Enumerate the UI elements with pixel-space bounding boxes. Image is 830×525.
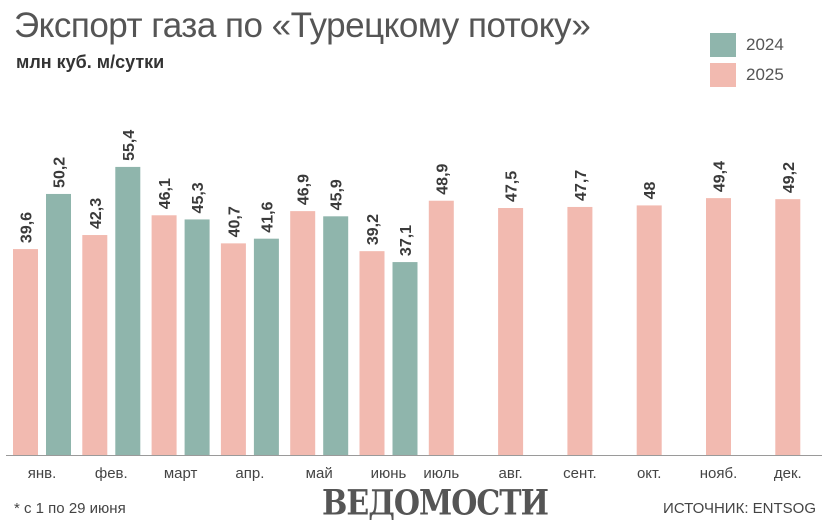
bar-2024-9-label: 48: [642, 182, 659, 200]
x-tick-label-8: сент.: [563, 465, 597, 482]
chart-title: Экспорт газа по «Турецкому потоку»: [14, 6, 591, 45]
x-tick-label-4: май: [306, 465, 333, 482]
x-tick-label-9: окт.: [637, 465, 661, 482]
footnote: * с 1 по 29 июня: [14, 500, 126, 517]
bar-2024-1: [115, 166, 141, 456]
x-tick-label-1: фев.: [95, 465, 128, 482]
bar-2025-3-label: 40,7: [226, 206, 243, 237]
bar-2024-1-label: 55,4: [121, 130, 138, 161]
bar-2024-6-label: 48,9: [434, 163, 451, 194]
bar-2024-2-label: 45,3: [190, 182, 207, 213]
bar-2025-2: [151, 215, 177, 455]
bar-2024-4-label: 45,9: [329, 179, 346, 210]
legend-label-2024: 2024: [746, 35, 784, 54]
bar-2024-0-label: 50,2: [52, 157, 69, 188]
bar-2024-9: [636, 205, 662, 455]
x-tick-label-11: дек.: [774, 465, 802, 482]
x-tick-label-7: авг.: [499, 465, 523, 482]
bar-2025-2-label: 46,1: [157, 178, 174, 209]
bar-2024-11: [775, 199, 801, 455]
legend-swatch-2025: [710, 63, 736, 87]
bar-2024-8: [567, 206, 593, 455]
bar-2024-8-label: 47,7: [573, 170, 590, 201]
x-tick-label-3: апр.: [235, 465, 264, 482]
bar-2025-5-label: 39,2: [365, 214, 382, 245]
legend-item-2024: 2024: [710, 30, 784, 60]
bar-2025-3: [220, 243, 246, 455]
bar-2025-4: [290, 211, 316, 455]
bar-2024-2: [184, 219, 210, 455]
bar-2024-7: [498, 208, 524, 455]
x-tick-label-6: июль: [423, 465, 459, 482]
bar-2024-11-label: 49,2: [781, 162, 798, 193]
bar-2024-0: [46, 193, 71, 455]
bar-2024-10-label: 49,4: [712, 161, 729, 192]
bar-2024-5: [392, 262, 418, 455]
bar-2024-7-label: 47,5: [504, 171, 521, 202]
bar-2024-3: [253, 238, 279, 455]
bar-2024-4: [323, 216, 349, 455]
legend-swatch-2024: [710, 33, 736, 57]
bar-2025-1-label: 42,3: [88, 198, 105, 229]
x-tick-label-0: янв.: [28, 465, 57, 482]
bar-2025-0-label: 39,6: [19, 212, 36, 243]
bar-2024-10: [706, 198, 731, 455]
x-tick-label-10: нояб.: [700, 465, 738, 482]
bar-2024-5-label: 37,1: [398, 225, 415, 256]
legend-label-2025: 2025: [746, 65, 784, 84]
bar-2025-4-label: 46,9: [296, 174, 313, 205]
bar-2024-6: [428, 200, 454, 455]
x-tick-label-2: март: [164, 465, 198, 482]
chart-subtitle: млн куб. м/сутки: [16, 52, 165, 72]
bar-2024-3-label: 41,6: [259, 201, 276, 232]
bar-2025-5: [359, 251, 385, 455]
bar-2025-0: [13, 249, 38, 455]
x-tick-label-5: июнь: [371, 465, 407, 482]
bar-2025-1: [82, 235, 108, 455]
legend: 2024 2025: [710, 30, 784, 90]
brand-logo: ВЕДОМОСТИ: [322, 483, 549, 524]
legend-item-2025: 2025: [710, 60, 784, 90]
source-note: ИСТОЧНИК: ENTSOG: [663, 500, 816, 517]
